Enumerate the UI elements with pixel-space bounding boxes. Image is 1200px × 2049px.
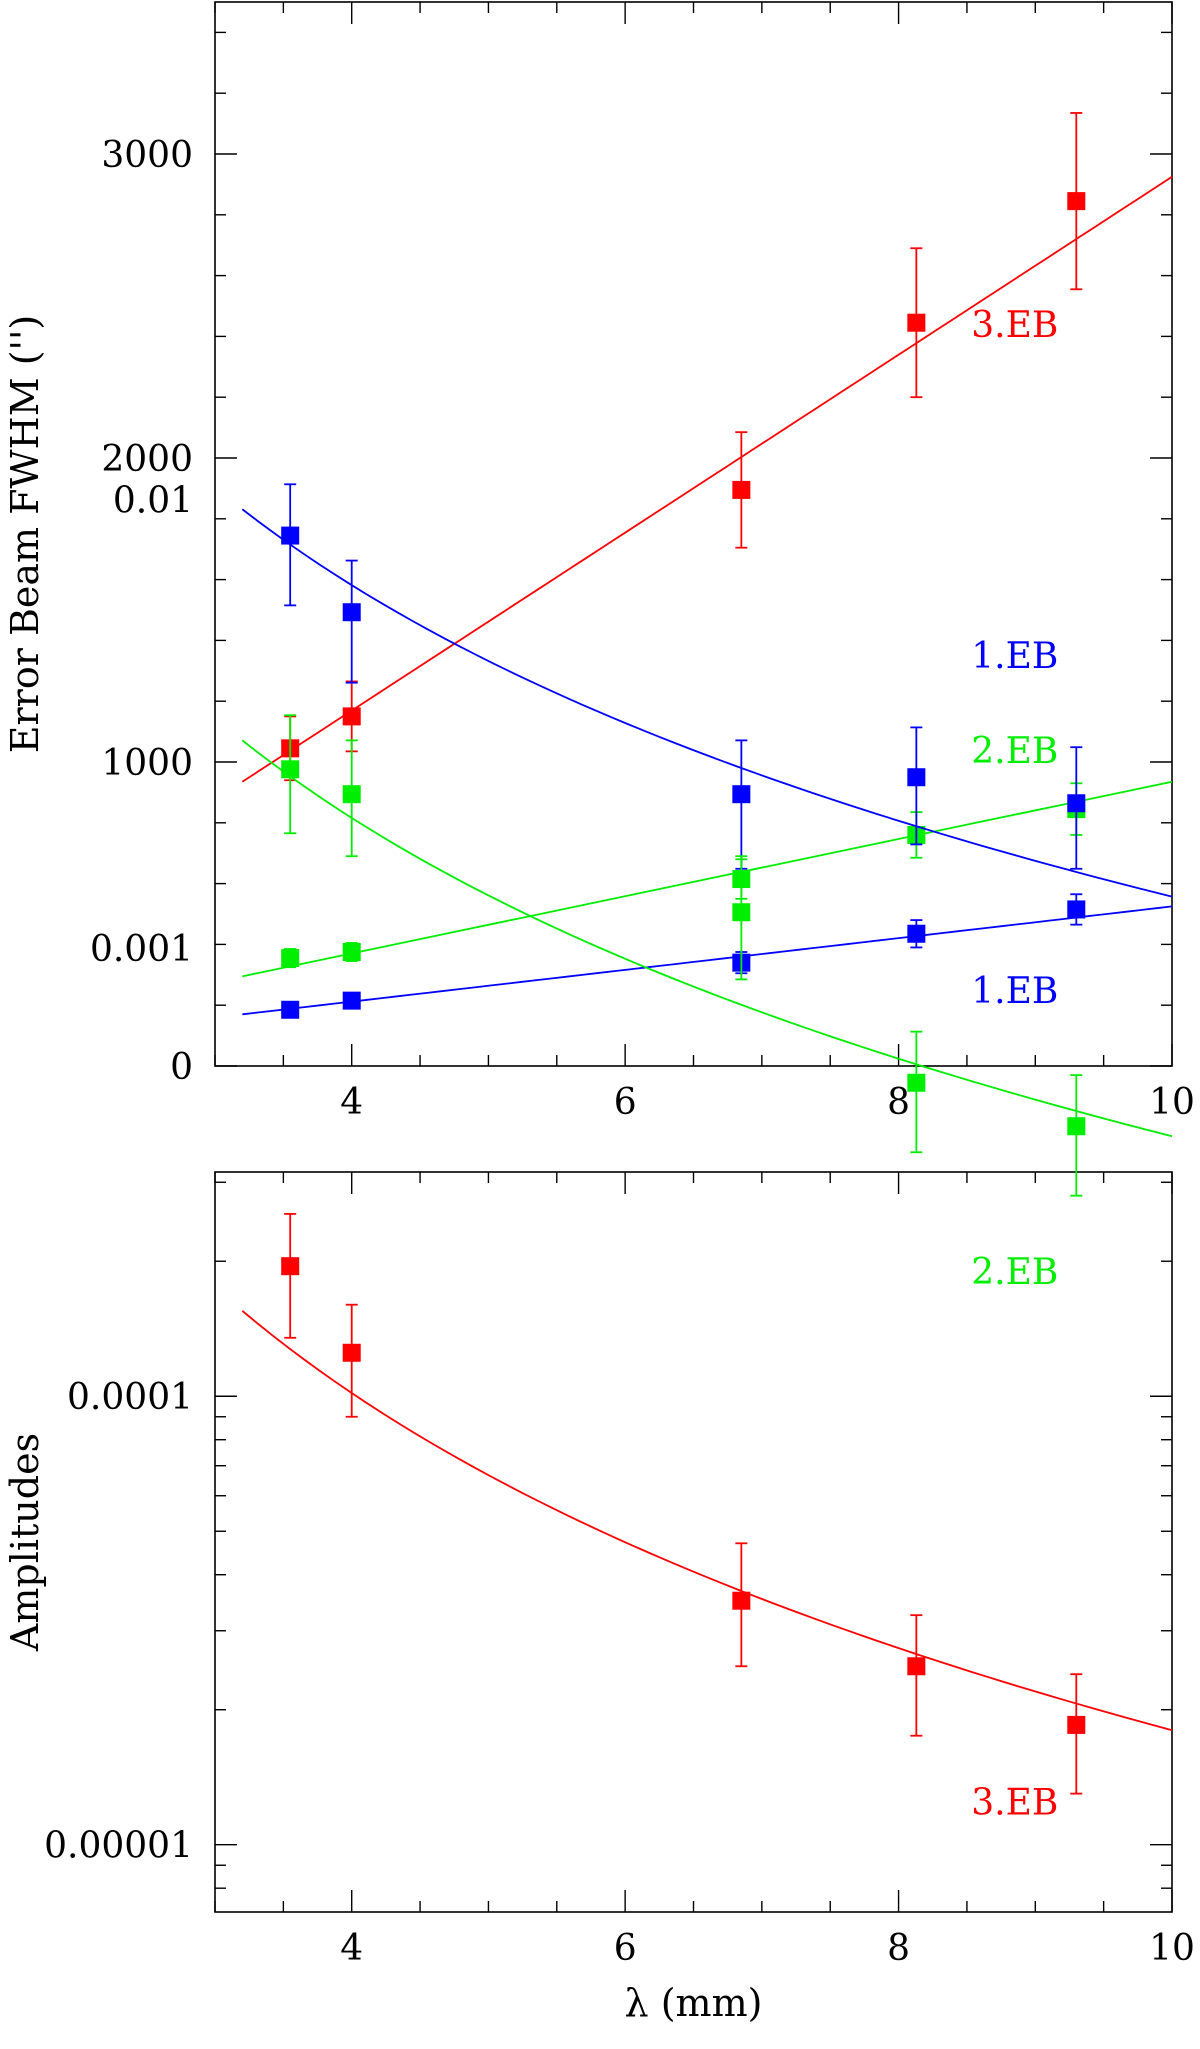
data-point [1067, 900, 1086, 919]
fit-line [242, 780, 1173, 978]
x-tick-label: 4 [340, 1082, 363, 1123]
data-point [1067, 1117, 1086, 1136]
y-axis-title: Amplitudes [3, 1433, 47, 1652]
data-point [281, 949, 300, 968]
fit-line [241, 739, 1173, 1138]
data-point [342, 991, 361, 1010]
fit-line [241, 176, 1173, 783]
y-tick-label: 0 [170, 1047, 193, 1088]
series-label: 1.EB [971, 636, 1058, 677]
panel-top-error-beam-fwhm: 4 6 8 10 0 1000 2000 3000 Error Beam FWHM ('') 3.… [3, 1, 1195, 1123]
series-3eb [241, 1213, 1173, 1795]
data-point [281, 1000, 300, 1019]
data-point [907, 768, 926, 787]
y-axis-title: Error Beam FWHM ('') [3, 315, 47, 753]
x-tick-label: 6 [614, 1082, 637, 1123]
y-tick-label: 1000 [101, 743, 193, 784]
x-tick-label: 10 [1149, 1928, 1195, 1969]
data-point [1067, 794, 1086, 813]
fit-line [241, 1310, 1173, 1732]
y-tick-label: 0.00001 [44, 1826, 193, 1867]
x-tick-label: 6 [614, 1928, 637, 1969]
series-2eb [241, 714, 1173, 1197]
data-point [342, 603, 361, 622]
series-1eb [242, 893, 1173, 1019]
fit-line [242, 905, 1173, 1016]
data-point [907, 313, 926, 332]
series-3eb [241, 112, 1173, 783]
panel-bottom-amplitudes: 4 6 8 10 0.00001 0.0001 0.001 0.01 Amplitudes λ (… [3, 480, 1195, 2025]
data-point [907, 1657, 926, 1676]
series-2eb [242, 780, 1173, 978]
series-label: 3.EB [971, 1782, 1058, 1823]
fit-line [241, 508, 1173, 898]
data-point [281, 760, 300, 779]
data-point [732, 903, 751, 922]
data-point [1067, 192, 1086, 211]
data-point [342, 707, 361, 726]
series-label: 1.EB [971, 971, 1058, 1012]
plot-frame [214, 1, 1173, 1067]
x-tick-label: 4 [340, 1928, 363, 1969]
series-label: 2.EB [971, 731, 1058, 772]
data-point [342, 785, 361, 804]
series-1eb [241, 483, 1173, 898]
data-point [732, 480, 751, 499]
data-point [732, 785, 751, 804]
series-label: 2.EB [971, 1252, 1058, 1293]
data-point [907, 924, 926, 943]
y-tick-label: 0.001 [90, 929, 193, 970]
data-point [281, 526, 300, 545]
x-axis-title: λ (mm) [625, 1981, 763, 2025]
x-tick-label: 10 [1149, 1082, 1195, 1123]
data-point [342, 943, 361, 961]
data-point [281, 1257, 300, 1276]
data-point [732, 1591, 751, 1610]
data-point [1067, 1715, 1086, 1734]
x-tick-label: 8 [887, 1928, 910, 1969]
y-tick-label: 0.01 [113, 480, 193, 521]
data-point [907, 1073, 926, 1092]
y-tick-label: 2000 [101, 439, 193, 480]
series-label: 3.EB [971, 305, 1058, 346]
data-point [342, 1343, 361, 1362]
y-tick-label: 3000 [101, 135, 193, 176]
y-tick-label: 0.0001 [67, 1377, 193, 1418]
x-tick-label: 8 [887, 1082, 910, 1123]
